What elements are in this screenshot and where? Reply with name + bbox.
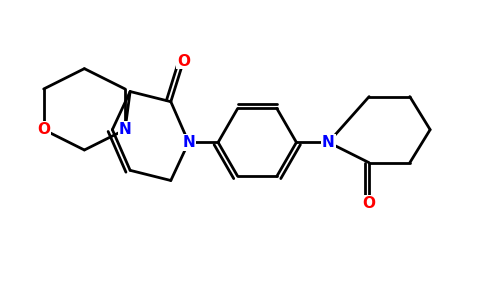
Text: O: O	[37, 122, 50, 137]
Text: N: N	[119, 122, 132, 137]
Text: O: O	[363, 196, 376, 211]
Text: O: O	[177, 53, 190, 68]
Text: N: N	[182, 135, 195, 150]
Text: N: N	[322, 135, 335, 150]
